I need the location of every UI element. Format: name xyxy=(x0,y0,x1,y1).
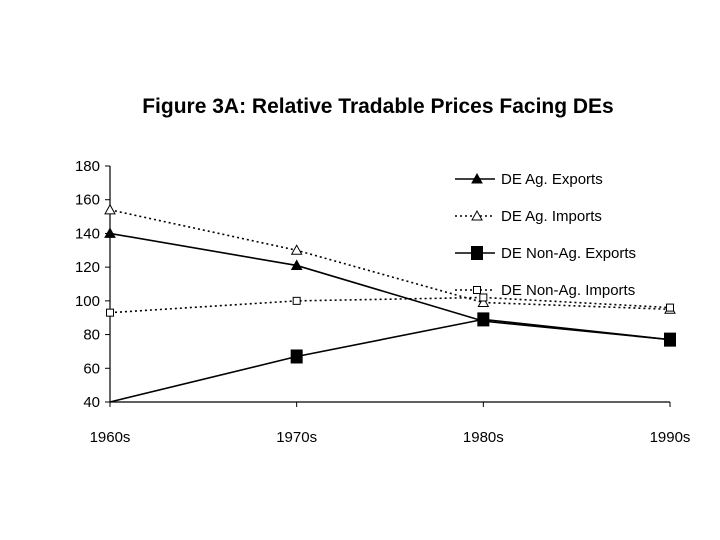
legend-marker-1 xyxy=(471,172,483,184)
y-tick-label: 160 xyxy=(75,192,100,209)
x-tick-label: 1980s xyxy=(463,429,504,446)
y-tick-label: 140 xyxy=(75,225,100,242)
data-point-series-2 xyxy=(477,296,490,308)
data-point-series-2 xyxy=(104,203,116,215)
y-tick-label: 80 xyxy=(83,327,100,344)
y-tick-label: 180 xyxy=(75,158,100,175)
legend-marker-3 xyxy=(471,246,483,260)
data-point-series-4 xyxy=(106,308,114,317)
x-tick-label: 1970s xyxy=(276,429,317,446)
series-line-2 xyxy=(109,209,671,311)
data-point-series-4 xyxy=(666,303,674,312)
legend-label-3: DE Non-Ag. Exports xyxy=(501,245,636,262)
legend-label-1: DE Ag. Exports xyxy=(501,171,603,188)
data-point-series-1 xyxy=(104,227,116,238)
data-point-series-3 xyxy=(290,349,303,364)
legend-label-2: DE Ag. Imports xyxy=(501,208,602,225)
plot-area: 40 60 80 100 120 140 160 180 1960s 1970s 1980s 1990… xyxy=(75,158,690,446)
data-point-series-3 xyxy=(664,332,676,347)
data-point-series-3 xyxy=(477,312,490,327)
x-tick-label: 1960s xyxy=(90,429,131,446)
legend-label-4: DE Non-Ag. Imports xyxy=(501,282,635,299)
series-line-1 xyxy=(109,232,671,341)
y-tick-label: 120 xyxy=(75,259,100,276)
legend-marker-2 xyxy=(471,209,483,221)
y-tick-label: 40 xyxy=(83,394,100,411)
data-point-series-2 xyxy=(290,244,303,255)
data-point-series-4 xyxy=(479,293,488,302)
data-point-series-4 xyxy=(292,296,301,305)
chart-title: Figure 3A: Relative Tradable Prices Faci… xyxy=(142,95,614,118)
y-tick-label: 100 xyxy=(75,293,100,310)
legend-marker-4 xyxy=(473,286,481,294)
x-tick-label: 1990s xyxy=(650,429,691,446)
series-line-4 xyxy=(109,296,671,314)
data-point-series-1 xyxy=(290,259,303,270)
y-tick-label: 60 xyxy=(83,360,100,377)
series-line-3 xyxy=(109,318,671,403)
